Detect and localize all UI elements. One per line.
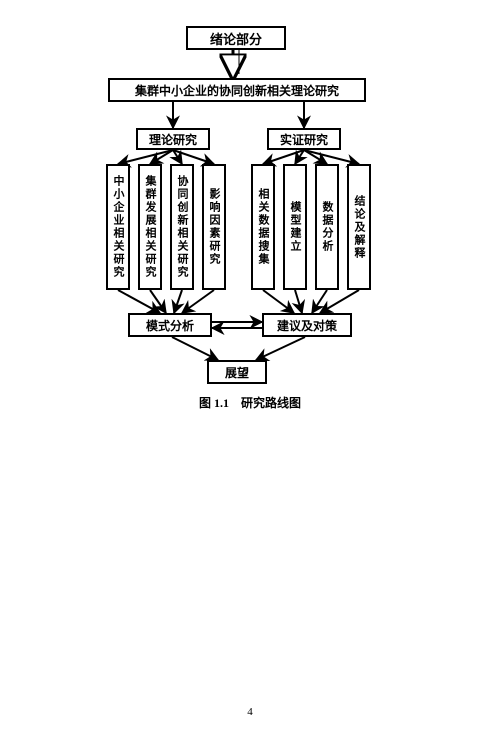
node-cluster-research: 集群发展相关研究 <box>138 164 162 290</box>
node-label: 数据分析 <box>319 201 335 253</box>
caption-text: 图 1.1 研究路线图 <box>199 396 301 410</box>
node-intro: 绪论部分 <box>186 26 286 50</box>
node-theory-review: 集群中小企业的协同创新相关理论研究 <box>108 78 366 102</box>
node-label: 影响因素研究 <box>206 188 222 266</box>
node-conclusion-explain: 结论及解释 <box>347 164 371 290</box>
node-label: 绪论部分 <box>210 29 262 48</box>
node-label: 集群发展相关研究 <box>142 175 158 279</box>
node-label: 模式分析 <box>146 317 194 334</box>
node-data-analysis: 数据分析 <box>315 164 339 290</box>
node-data-collection: 相关数据搜集 <box>251 164 275 290</box>
node-model-build: 模型建立 <box>283 164 307 290</box>
node-label: 集群中小企业的协同创新相关理论研究 <box>135 82 339 99</box>
node-suggestions: 建议及对策 <box>262 313 352 337</box>
node-label: 展望 <box>225 364 249 381</box>
node-influence-factors: 影响因素研究 <box>202 164 226 290</box>
node-label: 协同创新相关研究 <box>174 175 190 279</box>
node-label: 结论及解释 <box>351 195 367 260</box>
node-sme-research: 中小企业相关研究 <box>106 164 130 290</box>
node-theoretical-research: 理论研究 <box>136 128 210 150</box>
figure-caption: 图 1.1 研究路线图 <box>0 394 500 411</box>
node-label: 建议及对策 <box>277 317 337 334</box>
node-label: 实证研究 <box>280 131 328 148</box>
node-label: 中小企业相关研究 <box>110 175 126 279</box>
node-pattern-analysis: 模式分析 <box>128 313 212 337</box>
node-empirical-research: 实证研究 <box>267 128 341 150</box>
node-label: 理论研究 <box>149 131 197 148</box>
node-collab-innovation: 协同创新相关研究 <box>170 164 194 290</box>
page-number: 4 <box>0 706 500 718</box>
page-number-text: 4 <box>247 706 253 718</box>
node-label: 相关数据搜集 <box>255 188 271 266</box>
node-label: 模型建立 <box>287 201 303 253</box>
node-outlook: 展望 <box>207 360 267 384</box>
